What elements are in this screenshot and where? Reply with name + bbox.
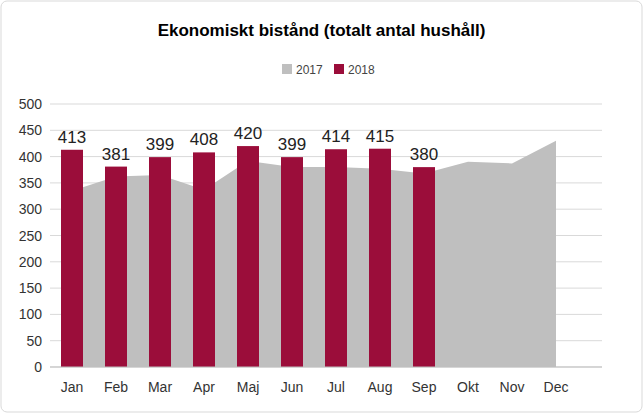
x-tick-label: Dec: [544, 379, 569, 395]
data-label: 399: [146, 135, 174, 154]
bar: [325, 149, 347, 367]
y-tick-label: 200: [19, 254, 43, 270]
y-tick-label: 300: [19, 201, 43, 217]
y-tick-label: 450: [19, 122, 43, 138]
data-labels: 413 381 399 408 420 399 414 415 380: [58, 124, 438, 164]
y-tick-label: 500: [19, 96, 43, 112]
area-2017: [72, 141, 556, 367]
legend-label: 2018: [348, 63, 375, 77]
grid-line: [50, 367, 602, 368]
x-tick-label: Sep: [412, 379, 437, 395]
bar: [149, 157, 171, 367]
title: Ekonomiskt bistånd (totalt antal hushåll…: [158, 21, 486, 40]
bar: [281, 157, 303, 367]
x-tick-label: Nov: [500, 379, 525, 395]
y-tick-label: 250: [19, 228, 43, 244]
y-tick-label: 400: [19, 149, 43, 165]
x-axis: [50, 367, 602, 368]
y-tick-label: 0: [34, 359, 42, 375]
y-tick-label: 150: [19, 280, 43, 296]
bar: [193, 152, 215, 367]
data-label: 415: [366, 127, 394, 146]
data-label: 380: [410, 145, 438, 164]
x-tick-label: Aug: [368, 379, 393, 395]
data-label: 381: [102, 145, 130, 164]
bar: [369, 149, 391, 367]
plot-area: [61, 141, 556, 367]
x-tick-label: Maj: [237, 379, 260, 395]
x-tick-label: Apr: [193, 379, 215, 395]
x-tick-label: Mar: [148, 379, 172, 395]
grid-line: [50, 104, 602, 105]
y-tick-label: 100: [19, 306, 43, 322]
x-tick-label: Jun: [281, 379, 304, 395]
data-label: 414: [322, 127, 350, 146]
data-label: 399: [278, 135, 306, 154]
legend-swatch: [334, 64, 344, 74]
x-tick-label: Jul: [327, 379, 345, 395]
chart-frame: [1, 1, 642, 412]
y-tick-label: 50: [26, 333, 42, 349]
data-label: 408: [190, 130, 218, 149]
bar: [237, 146, 259, 367]
bar: [105, 167, 127, 367]
legend-label: 2017: [296, 63, 323, 77]
data-label: 420: [234, 124, 262, 143]
legend-swatch: [282, 64, 292, 74]
x-tick-label: Jan: [61, 379, 84, 395]
x-tick-label: Okt: [457, 379, 479, 395]
x-tick-label: Feb: [104, 379, 128, 395]
data-label: 413: [58, 128, 86, 147]
legend: 2017 2018: [282, 63, 375, 77]
bar: [413, 167, 435, 367]
chart: Ekonomiskt bistånd (totalt antal hushåll…: [0, 0, 643, 413]
y-tick-label: 350: [19, 175, 43, 191]
bar: [61, 150, 83, 367]
